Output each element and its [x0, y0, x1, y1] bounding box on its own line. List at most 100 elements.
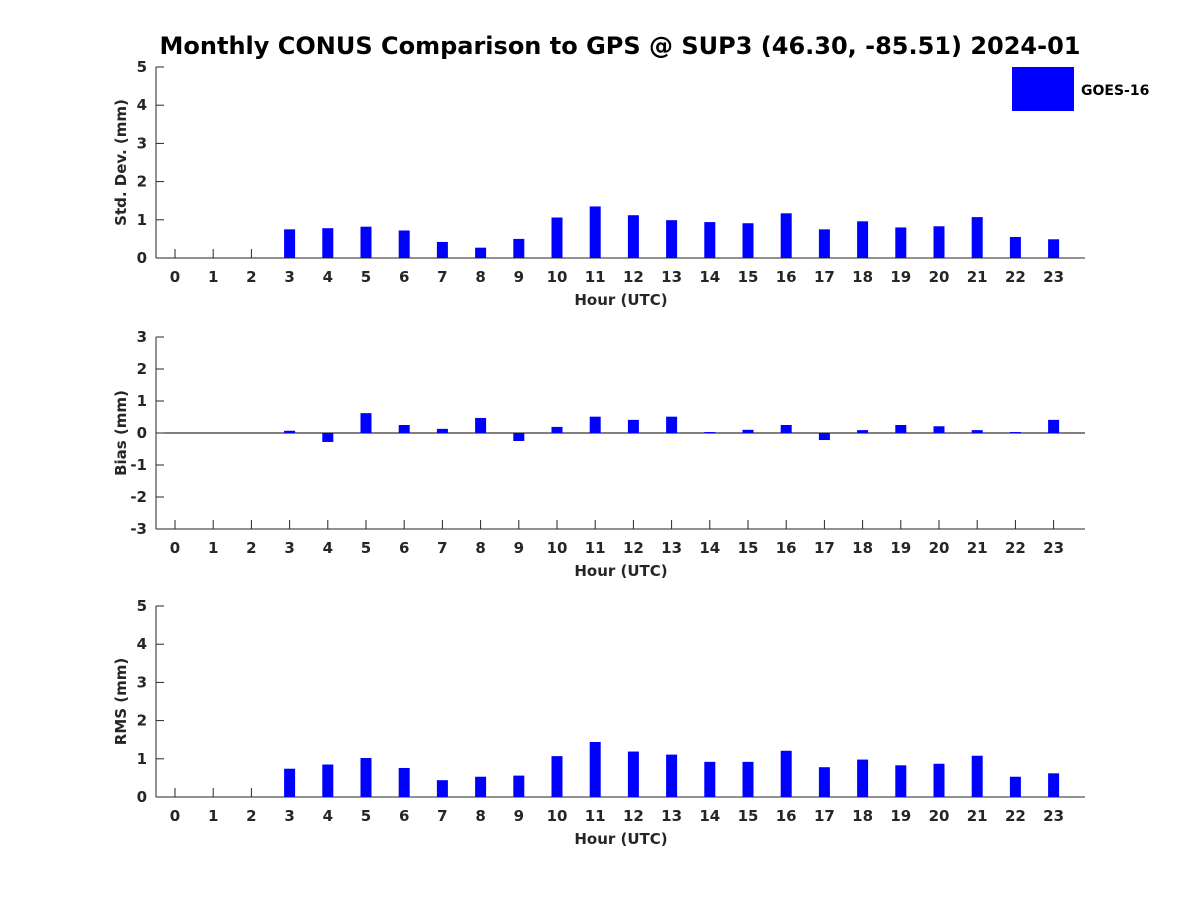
rms-y-tick-label: 3 — [137, 673, 147, 691]
bias-x-tick-label: 12 — [623, 539, 644, 557]
std-dev-x-tick-label: 4 — [323, 268, 333, 286]
rms-x-tick-label: 5 — [361, 807, 371, 825]
bias-bar-7 — [436, 428, 448, 433]
rms-x-tick-label: 18 — [852, 807, 873, 825]
bias-y-tick-label: -2 — [130, 488, 147, 506]
rms-x-tick-label: 12 — [623, 807, 644, 825]
std-dev-x-tick-label: 6 — [399, 268, 409, 286]
std-dev-x-axis-label: Hour (UTC) — [574, 291, 667, 309]
rms-x-tick-label: 9 — [514, 807, 524, 825]
bias-x-tick-label: 7 — [437, 539, 447, 557]
std-dev-x-tick-label: 22 — [1005, 268, 1026, 286]
std-dev-y-tick-label: 0 — [137, 249, 147, 267]
bias-bar-14 — [704, 432, 716, 433]
rms-bar-18 — [857, 759, 869, 797]
rms-x-tick-label: 1 — [208, 807, 218, 825]
std-dev-bar-18 — [857, 221, 869, 258]
bias-x-tick-label: 8 — [475, 539, 485, 557]
rms-bar-14 — [704, 761, 716, 797]
legend: GOES-16 — [1012, 67, 1149, 111]
rms-x-tick-label: 19 — [890, 807, 911, 825]
std-dev-x-tick-label: 17 — [814, 268, 835, 286]
std-dev-x-tick-label: 15 — [738, 268, 759, 286]
std-dev-bar-7 — [436, 241, 448, 258]
std-dev-x-tick-label: 3 — [284, 268, 294, 286]
rms-bar-21 — [971, 755, 983, 797]
bias-y-tick-label: 2 — [137, 360, 147, 378]
std-dev-bar-5 — [360, 226, 372, 258]
bias-bar-13 — [666, 416, 678, 433]
rms-bar-20 — [933, 763, 945, 797]
std-dev-y-axis-label: Std. Dev. (mm) — [112, 99, 130, 226]
bias-bar-15 — [742, 429, 754, 433]
std-dev-bar-8 — [475, 247, 487, 258]
bias-x-tick-label: 10 — [547, 539, 568, 557]
rms-bar-22 — [1009, 776, 1021, 797]
legend-swatch — [1012, 67, 1074, 111]
rms-bar-13 — [666, 754, 678, 797]
rms-bar-23 — [1048, 773, 1060, 797]
bias-x-tick-label: 22 — [1005, 539, 1026, 557]
std-dev-x-tick-label: 8 — [475, 268, 485, 286]
std-dev-bar-11 — [589, 206, 601, 258]
rms-x-tick-label: 21 — [967, 807, 988, 825]
bias-x-tick-label: 17 — [814, 539, 835, 557]
bias-x-axis-label: Hour (UTC) — [574, 562, 667, 580]
std-dev-bar-22 — [1009, 236, 1021, 258]
bias-bar-11 — [589, 416, 601, 433]
rms-x-tick-label: 17 — [814, 807, 835, 825]
std-dev-bar-15 — [742, 223, 754, 258]
rms-bar-10 — [551, 756, 563, 797]
std-dev-y-tick-label: 2 — [137, 173, 147, 191]
rms-bar-3 — [284, 768, 296, 797]
std-dev-x-tick-label: 11 — [585, 268, 606, 286]
std-dev-bar-4 — [322, 228, 334, 258]
rms-bar-8 — [475, 776, 487, 797]
bias-bar-6 — [398, 425, 410, 433]
bias-bar-20 — [933, 426, 945, 433]
rms-bar-17 — [818, 767, 830, 797]
bias-y-tick-label: 0 — [137, 424, 147, 442]
bias-x-tick-label: 2 — [246, 539, 256, 557]
rms-y-tick-label: 0 — [137, 788, 147, 806]
std-dev-x-tick-label: 16 — [776, 268, 797, 286]
std-dev-bar-19 — [895, 227, 907, 258]
bias-bar-8 — [475, 417, 487, 433]
rms-bar-9 — [513, 775, 525, 797]
bias-bar-17 — [818, 433, 830, 441]
std-dev-x-tick-label: 5 — [361, 268, 371, 286]
rms-x-tick-label: 15 — [738, 807, 759, 825]
bias-bar-12 — [627, 419, 639, 433]
std-dev-y-tick-label: 4 — [137, 96, 147, 114]
std-dev-bar-20 — [933, 226, 945, 258]
std-dev-bar-6 — [398, 230, 410, 258]
rms-x-tick-label: 7 — [437, 807, 447, 825]
std-dev-y-tick-label: 5 — [137, 58, 147, 76]
bias-bar-3 — [284, 430, 296, 433]
rms-y-tick-label: 1 — [137, 750, 147, 768]
bias-bar-21 — [971, 430, 983, 433]
std-dev-x-tick-label: 19 — [890, 268, 911, 286]
bias-x-tick-label: 11 — [585, 539, 606, 557]
rms-y-axis-label: RMS (mm) — [112, 658, 130, 745]
std-dev-x-tick-label: 7 — [437, 268, 447, 286]
bias-y-tick-label: 1 — [137, 392, 147, 410]
std-dev-bar-23 — [1048, 239, 1060, 258]
bias-bar-10 — [551, 426, 563, 433]
std-dev-bar-10 — [551, 217, 563, 258]
bias-x-tick-label: 3 — [284, 539, 294, 557]
rms-y-tick-label: 4 — [137, 635, 147, 653]
bias-bar-9 — [513, 433, 525, 441]
rms-x-tick-label: 14 — [699, 807, 720, 825]
bias-bar-22 — [1009, 432, 1021, 433]
bias-bar-4 — [322, 433, 334, 442]
bias-bar-18 — [857, 430, 869, 433]
rms-bar-19 — [895, 765, 907, 797]
bias-x-tick-label: 18 — [852, 539, 873, 557]
std-dev-x-tick-label: 14 — [699, 268, 720, 286]
rms-x-tick-label: 4 — [323, 807, 333, 825]
std-dev-x-tick-label: 9 — [514, 268, 524, 286]
rms-bar-16 — [780, 750, 792, 797]
